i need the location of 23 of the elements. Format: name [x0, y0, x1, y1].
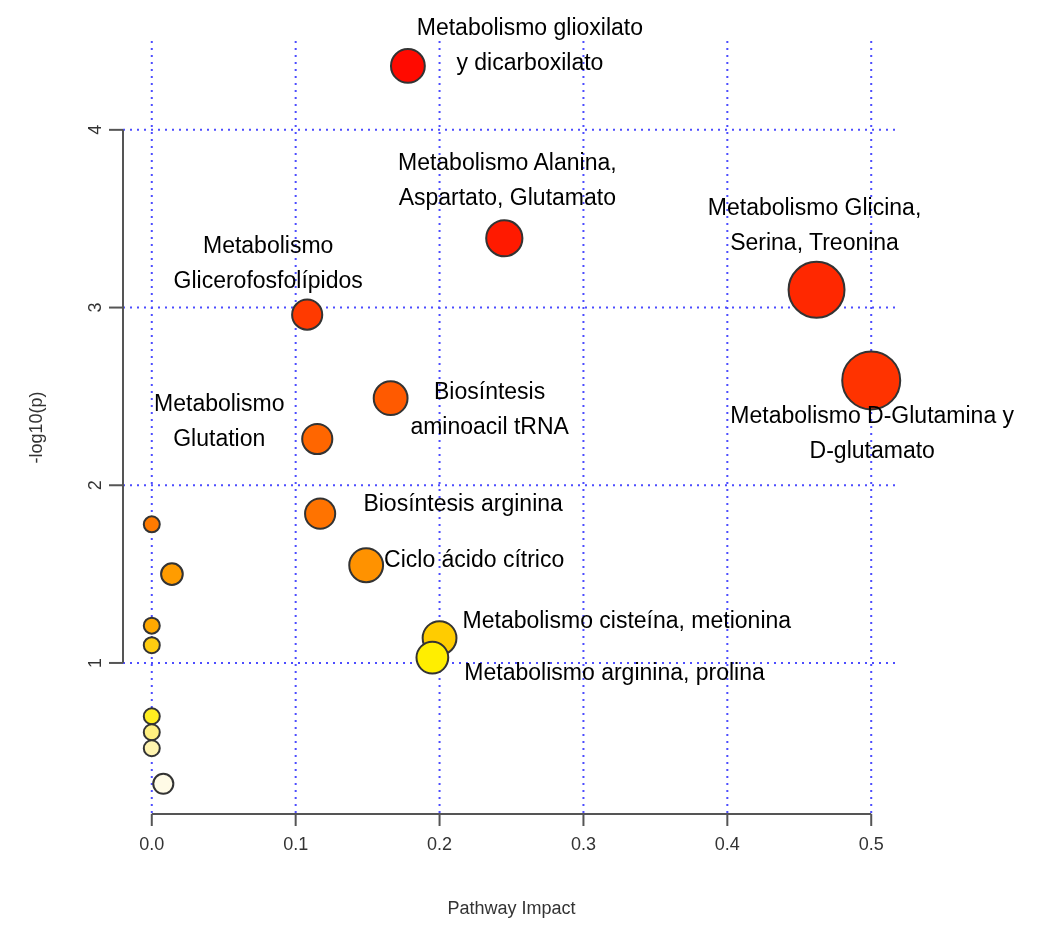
annotation: Metabolismo Glicina, Serina, Treonina	[707, 194, 922, 256]
x-tick-label: 0.3	[570, 834, 596, 854]
annotation: Metabolismo arginina, prolina	[464, 658, 766, 685]
annotation: Metabolismo D-Glutamina y D-glutamato	[730, 401, 1015, 463]
x-axis-title: Pathway Impact	[447, 898, 576, 918]
y-tick-label: 4	[85, 124, 105, 135]
y-tick-label: 3	[85, 302, 105, 313]
annotation: Metabolismo Glicerofosfolípidos	[173, 232, 363, 294]
annotation: Biosíntesis arginina	[363, 489, 564, 516]
x-tick-label: 0.2	[427, 834, 453, 854]
annotation: Metabolismo cisteína, metionina	[462, 607, 792, 634]
y-tick-label: 1	[85, 657, 105, 668]
annotation: Biosíntesis aminoacil tRNA	[410, 377, 570, 439]
x-tick-label: 0.1	[283, 834, 309, 854]
x-tick-label: 0.4	[714, 834, 740, 854]
x-tick-label: 0.0	[139, 834, 165, 854]
y-axis-title: -log10(p)	[26, 391, 46, 464]
annotation: Metabolismo Alanina, Aspartato, Glutamato	[397, 148, 617, 210]
x-tick-label: 0.5	[858, 834, 884, 854]
y-tick-label: 2	[85, 480, 105, 491]
annotation: Metabolismo Glutation	[154, 389, 285, 451]
annotation: Ciclo ácido cítrico	[384, 546, 565, 573]
annotation: Metabolismo glioxilato y dicarboxilato	[416, 14, 644, 76]
